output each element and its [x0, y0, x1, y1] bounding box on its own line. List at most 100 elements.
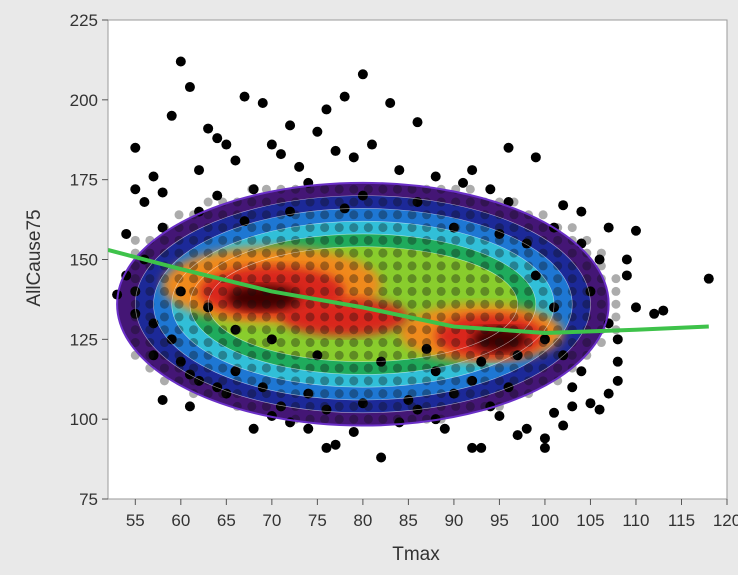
data-point [349, 223, 359, 233]
data-point [349, 274, 359, 284]
data-point [378, 299, 388, 309]
data-point [247, 299, 257, 309]
data-point [480, 389, 490, 399]
data-point [553, 363, 563, 373]
data-point [480, 274, 490, 284]
data-point [334, 389, 344, 399]
data-point [221, 139, 232, 150]
data-point [266, 334, 277, 345]
data-point [421, 343, 432, 354]
data-point [612, 334, 623, 345]
data-point [257, 98, 268, 109]
data-point [320, 248, 330, 258]
data-point [276, 235, 286, 245]
data-point [465, 235, 475, 245]
data-point [247, 312, 257, 322]
data-point [218, 248, 228, 258]
data-point [312, 350, 323, 361]
data-point [392, 325, 402, 335]
data-point [407, 286, 417, 296]
data-point [363, 248, 373, 258]
data-point [291, 389, 301, 399]
data-point [378, 389, 388, 399]
data-point [436, 286, 446, 296]
data-point [494, 299, 504, 309]
data-point [218, 376, 228, 386]
data-point [239, 216, 250, 227]
data-point [436, 261, 446, 271]
data-point [392, 299, 402, 309]
data-point [247, 223, 257, 233]
data-point [276, 299, 286, 309]
data-point [567, 382, 578, 393]
data-point [451, 338, 461, 348]
data-point [261, 389, 271, 399]
data-point [422, 197, 432, 207]
data-point [349, 184, 359, 194]
data-point [430, 171, 441, 182]
data-point [257, 382, 268, 393]
data-point [320, 325, 330, 335]
data-point [247, 197, 257, 207]
data-point [363, 223, 373, 233]
x-tick-label: 115 [668, 511, 695, 530]
data-point [458, 177, 469, 188]
data-point [558, 420, 569, 431]
data-point [320, 223, 330, 233]
data-point [276, 248, 286, 258]
data-point [451, 350, 461, 360]
data-point [436, 338, 446, 348]
data-point [212, 133, 223, 144]
data-point [376, 452, 387, 463]
data-point [305, 248, 315, 258]
data-point [494, 338, 504, 348]
data-point [407, 235, 417, 245]
data-point [407, 338, 417, 348]
data-point [378, 274, 388, 284]
data-point [321, 404, 332, 415]
data-point [451, 235, 461, 245]
data-point [203, 261, 213, 271]
data-point [203, 248, 213, 258]
data-point [451, 401, 461, 411]
data-point [392, 235, 402, 245]
data-point [436, 389, 446, 399]
data-point [480, 210, 490, 220]
density-core [472, 326, 527, 353]
data-point [349, 261, 359, 271]
data-point [524, 261, 534, 271]
data-point [494, 223, 504, 233]
data-point [611, 299, 621, 309]
data-point [476, 356, 487, 367]
data-point [174, 325, 184, 335]
data-point [349, 414, 359, 424]
data-point [157, 395, 168, 406]
data-point [203, 350, 213, 360]
data-point [218, 312, 228, 322]
data-point [148, 350, 159, 361]
data-point [305, 414, 315, 424]
contour-line [135, 195, 591, 414]
data-point [276, 274, 286, 284]
data-point [585, 398, 596, 409]
fit-line [108, 247, 709, 335]
data-point [582, 286, 592, 296]
data-point [553, 286, 563, 296]
data-point [363, 338, 373, 348]
data-point [436, 376, 446, 386]
data-point [276, 338, 286, 348]
data-point [349, 325, 359, 335]
data-point [392, 184, 402, 194]
data-point [494, 363, 504, 373]
data-point [558, 200, 569, 211]
data-point [512, 350, 523, 361]
data-point [422, 376, 432, 386]
density-core [280, 297, 409, 337]
data-point [538, 363, 548, 373]
data-point [261, 299, 271, 309]
data-point [392, 223, 402, 233]
data-point [530, 152, 541, 163]
data-point [363, 184, 373, 194]
x-tick-label: 75 [308, 511, 327, 530]
data-point [145, 299, 155, 309]
